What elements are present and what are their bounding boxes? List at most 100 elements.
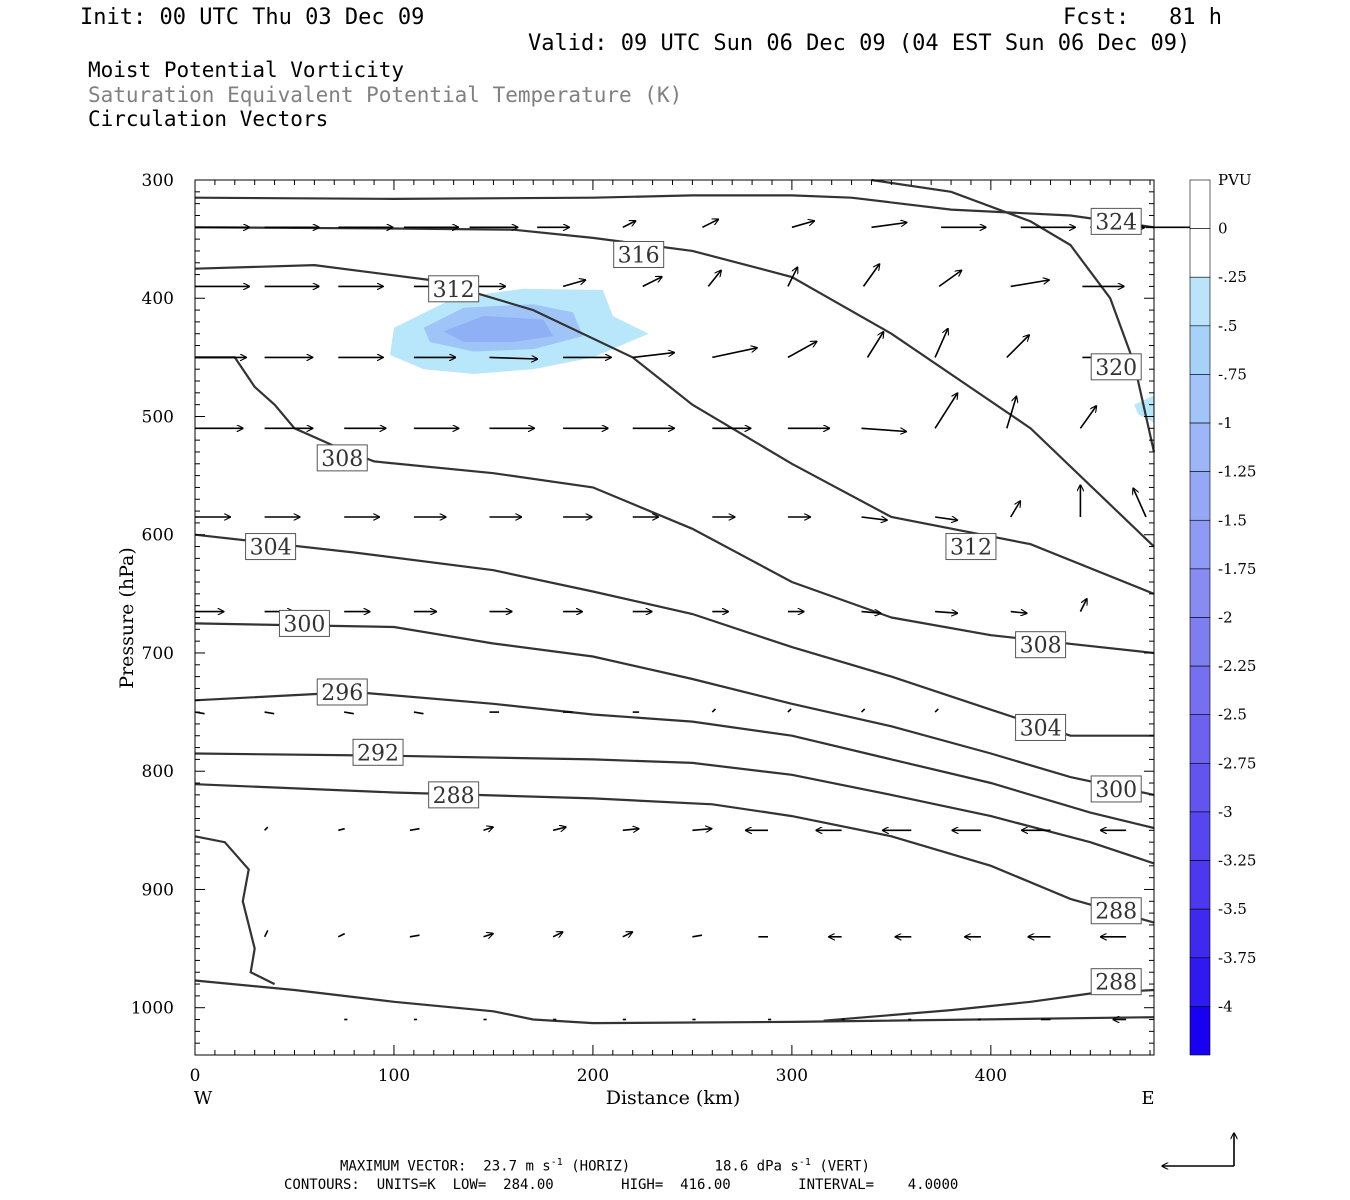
colorbar-segment (1189, 422, 1211, 472)
colorbar-title: PVU (1218, 171, 1252, 189)
circulation-vector (861, 517, 888, 520)
contour-label-box (316, 444, 368, 472)
pvu-colorbar: 0 -.25 -.5 -.75 -1 -1.25 -1.5 -1.75 -2 -2.25 -2.5 -… (1189, 179, 1256, 1056)
circulation-vector (707, 270, 721, 287)
circulation-vector (337, 932, 346, 938)
circulation-vector (338, 827, 345, 832)
circulation-vector (413, 711, 424, 715)
colorbar-label: -3.5 (1218, 900, 1247, 918)
colorbar-label: -3.75 (1218, 949, 1256, 967)
contour-label-box (1015, 713, 1067, 741)
colorbar-segment (1189, 519, 1211, 570)
circulation-vector (264, 826, 269, 831)
contour-label-box (245, 533, 297, 561)
circulation-vector (1010, 280, 1049, 288)
y-tick-label: 500 (142, 407, 174, 427)
circulation-vector (264, 711, 275, 715)
contour-label-box (1015, 631, 1067, 659)
circulation-vector (866, 332, 884, 358)
circulation-vector (871, 223, 907, 229)
plot-frame (194, 179, 1155, 1056)
colorbar-segment (1189, 957, 1211, 1007)
contour-label-box (352, 738, 404, 766)
contour-label-312: 312 (433, 278, 475, 303)
colorbar-label: -1 (1218, 414, 1233, 432)
contour-label-324: 324 (1095, 210, 1137, 235)
circulation-vector (787, 267, 798, 287)
colorbar-segment (1189, 617, 1211, 667)
circulation-vector (787, 708, 792, 713)
contour-line-unlabeled-17 (194, 835, 276, 986)
contour-line-292-12 (194, 752, 1155, 865)
circulation-vector (552, 932, 563, 937)
colorbar-segment (1189, 276, 1211, 327)
colorbar-label: -1.25 (1218, 463, 1256, 481)
circulation-vector (409, 827, 420, 832)
circulation-vector (562, 280, 585, 288)
contour-label-288: 288 (1095, 900, 1137, 925)
circulation-vector (702, 219, 718, 229)
contour-line-312-3 (194, 263, 1155, 595)
contour-label-308: 308 (321, 447, 363, 472)
y-tick-label: 700 (142, 644, 174, 664)
horiz-exponent: -1 (550, 1157, 563, 1168)
circulation-vector (935, 612, 957, 614)
colorbar-segment (1189, 568, 1211, 618)
circulation-vector (861, 427, 907, 431)
contour-label-288: 288 (433, 784, 475, 809)
x-end-label-east: E (1141, 1088, 1154, 1109)
colorbar-label: -2.5 (1218, 706, 1247, 724)
contour-line-308-5 (195, 356, 1155, 655)
colorbar-segment (1189, 374, 1211, 424)
circulation-vector (934, 517, 957, 520)
y-axis-title: Pressure (hPa) (116, 547, 138, 689)
contour-label-288: 288 (1095, 971, 1137, 996)
contour-label-300: 300 (283, 612, 325, 637)
contours-info-line: CONTOURS: UNITS=K LOW= 284.00 HIGH= 416.… (284, 1177, 959, 1193)
circulation-vector (711, 708, 717, 713)
circulation-vector (787, 341, 817, 359)
axis-ticks: 0 100 200 300 400 300 400 500 600 700 800 900 1000 (131, 171, 1154, 1086)
y-tick-label: 800 (142, 762, 174, 782)
circulation-vector (692, 934, 703, 938)
circulation-vector (1006, 396, 1017, 429)
contour-label-316: 316 (618, 243, 660, 268)
contour-label-box (316, 678, 368, 706)
colorbar-segment (1189, 179, 1211, 229)
max-vert-unit: (VERT) (819, 1158, 870, 1175)
contour-label-320: 320 (1095, 356, 1137, 381)
circulation-vector (489, 357, 538, 359)
contour-label-box (1090, 207, 1142, 235)
x-tick-label: 200 (577, 1066, 609, 1086)
contour-label-304: 304 (1020, 716, 1062, 741)
colorbar-label: -4 (1218, 997, 1233, 1015)
colorbar-label: -1.75 (1218, 560, 1256, 578)
circulation-vector (1006, 335, 1029, 358)
colorbar-label: -3 (1218, 803, 1233, 821)
x-tick-label: 300 (776, 1066, 808, 1086)
circulation-vector (860, 708, 866, 713)
field-title-theta-es: Saturation Equivalent Potential Temperat… (88, 83, 683, 107)
x-end-label-west: W (194, 1088, 213, 1109)
field-title-vectors: Circulation Vectors (88, 107, 329, 131)
circulation-vector (622, 829, 639, 831)
circulation-vector (861, 612, 881, 614)
contour-label-box (428, 781, 480, 809)
contour-line-300-9 (194, 622, 1155, 796)
contour-label-layer: 324 316 320 312 312 308 308 304 304 300 300 296 292 2… (245, 207, 1142, 996)
field-title-mpv: Moist Potential Vorticity (88, 58, 405, 82)
colorbar-label: -.75 (1218, 365, 1247, 383)
max-vector-line: MAXIMUM VECTOR: 23.7 m s-1 (HORIZ) 18.6 … (340, 1157, 870, 1175)
circulation-vector (791, 221, 814, 229)
pv-shading-layer (390, 288, 1154, 423)
contour-label-box (1090, 353, 1142, 381)
circulation-vector (862, 264, 880, 287)
contour-line-288-15 (194, 979, 1155, 1025)
contour-label-box (613, 240, 665, 268)
reference-vector-icon (1162, 1133, 1234, 1166)
x-axis-title: Distance (km) (606, 1087, 741, 1109)
colorbar-label: -.5 (1218, 317, 1237, 335)
init-time: Init: 00 UTC Thu 03 Dec 09 (80, 5, 425, 30)
valid-time: Valid: 09 UTC Sun 06 Dec 09 (04 EST Sun … (528, 31, 1191, 56)
contour-line-324-0 (194, 194, 1155, 229)
